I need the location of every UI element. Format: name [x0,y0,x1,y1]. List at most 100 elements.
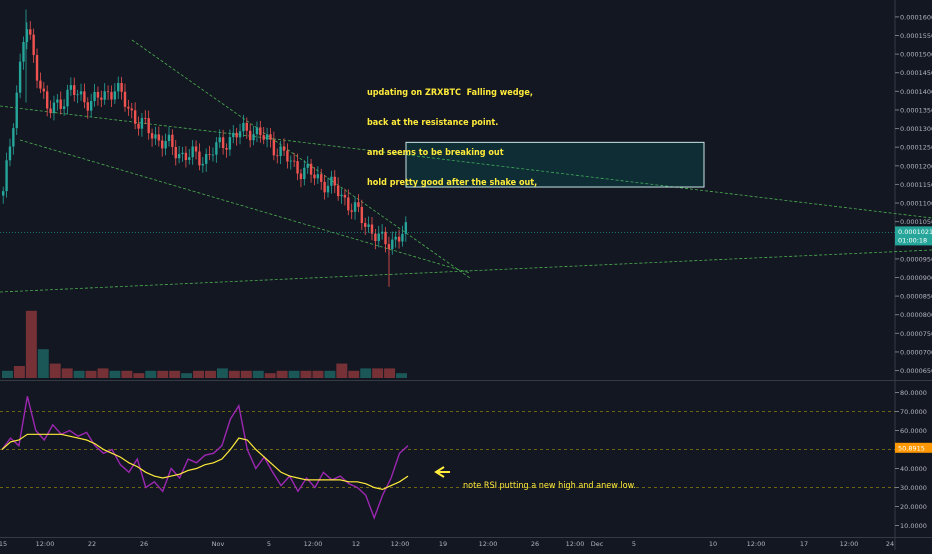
candle-body [265,134,269,140]
arrow-left-icon [434,466,450,478]
candle-body [45,91,49,109]
candle-body [377,233,380,242]
candle-body [299,173,303,180]
price-tick-label: 0.00008500 [900,293,932,301]
candle-body [353,202,357,212]
candle-body [316,174,320,179]
candle-body [188,157,191,160]
candle-body [177,154,181,159]
annotation-line: hold pretty good after the shake out, [367,178,538,188]
resistance-box [405,141,705,188]
price-tick-label: 0.00006500 [900,367,932,375]
countdown-label: 01:00:18 [898,236,927,244]
chart-annotation[interactable]: updating on ZRXBTC Falling wedge, back a… [367,68,537,208]
candle-body [370,224,374,234]
volume-bar [25,310,37,378]
volume-bar [336,363,348,378]
volume-bar [181,373,193,378]
volume-bar [384,368,396,378]
candle-body [93,91,96,102]
volume-bar [360,368,372,378]
volume-bar [61,368,73,378]
candle-body [117,82,120,92]
candle-body [25,29,29,43]
candle-body [394,236,397,240]
time-axis-label: 24 [886,540,894,548]
candle-body [167,134,171,141]
price-tick-label: 0.00014500 [900,69,932,77]
candle-body [374,233,377,242]
candle-body [86,102,89,111]
candle-body [218,137,221,143]
candle-body [130,108,133,111]
candle-body [161,140,164,149]
candle-body [367,224,370,227]
candle-body [140,118,144,129]
candle-body [326,185,330,193]
candle-body [191,146,194,158]
volume-bar [157,370,169,378]
candle-body [15,92,18,129]
price-tick-label: 0.00015500 [900,32,932,40]
candle-body [52,102,56,114]
volume-bar [396,373,407,378]
candle-body [22,42,25,62]
candle-body [282,146,286,151]
candle-body [340,194,343,197]
time-axis-label: Dec [591,540,604,548]
volume-bar [169,370,181,378]
candle-body [8,146,12,161]
candle-body [238,131,242,138]
candle-body [255,127,259,135]
candle-body [127,106,130,109]
candle-body [35,55,39,81]
price-tick-label: 0.00013000 [900,125,932,133]
rsi-tick-label: 60.0000 [900,427,927,435]
candle-body [262,135,265,140]
candle-body [232,132,235,138]
price-tick-label: 0.00007000 [900,348,932,356]
candle-body [320,174,323,182]
volume-bar [13,366,25,378]
volume-bar [2,370,13,378]
candle-body [39,80,42,89]
volume-bar [240,370,252,378]
rsi-annotation[interactable]: note RSI putting a new high and anew low… [463,481,636,491]
volume-bar [97,368,109,378]
rsi-tick-label: 10.0000 [900,522,927,530]
price-tick-label: 0.00013500 [900,106,932,114]
candle-body [235,132,238,138]
candle-body [174,146,177,159]
candle-body [184,152,188,160]
candle-body [133,110,137,124]
candle-body [106,91,110,93]
candle-body [12,128,15,147]
candle-body [391,239,394,249]
candle-body [18,61,22,93]
time-axis-label: 5 [632,540,636,548]
candle-body [313,174,316,179]
candle-body [296,161,299,174]
annotation-line: and seems to be breaking out [367,148,504,158]
candle-body [343,194,347,198]
rsi-tick-label: 20.0000 [900,503,927,511]
candle-body [225,147,228,150]
time-axis-label: 12:00 [391,540,410,548]
candle-body [242,122,245,132]
candle-body [279,146,282,157]
rsi-tick-label: 80.0000 [900,389,927,397]
price-tick-label: 0.00011500 [900,181,932,189]
time-axis-label: 26 [531,540,539,548]
volume-bar [121,370,133,378]
time-axis-label: 12:00 [840,540,859,548]
candle-body [49,108,52,114]
volume-bar [264,373,276,378]
candle-body [62,106,66,109]
time-axis-label: 12:00 [566,540,585,548]
candle-body [333,176,336,186]
candle-body [103,91,106,100]
volume-bar [252,370,264,378]
candle-body [228,137,232,150]
candle-body [276,155,279,157]
